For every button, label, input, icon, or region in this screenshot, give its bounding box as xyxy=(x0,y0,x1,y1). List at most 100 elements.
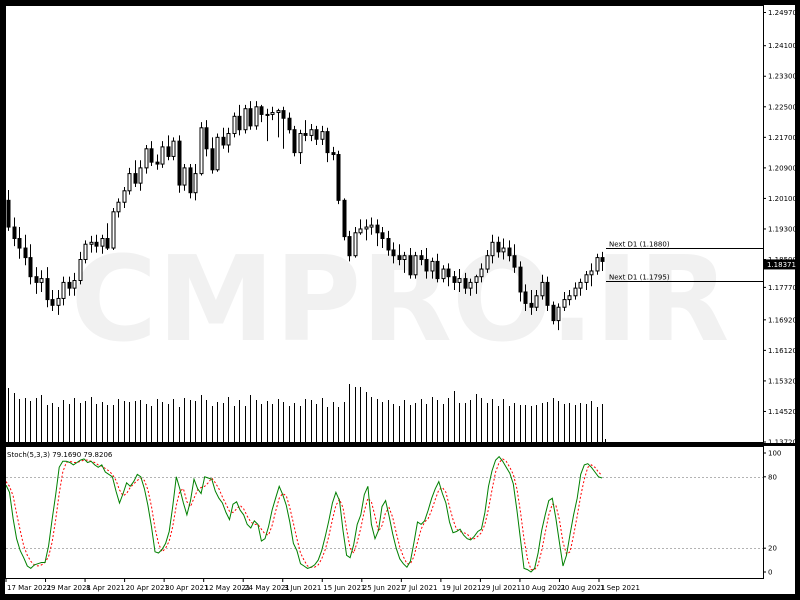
candle-bear xyxy=(529,302,534,308)
candle-bull xyxy=(265,113,270,116)
candle-bear xyxy=(221,136,226,146)
candle-bull xyxy=(402,255,407,261)
candle-bull xyxy=(485,255,490,270)
indicator-pane[interactable] xyxy=(5,446,795,579)
candle-bear xyxy=(380,232,385,240)
candle-bull xyxy=(595,257,600,272)
candle-bear xyxy=(45,278,50,301)
price-axis: 1.24970 1.24100 1.23300 1.22500 1.21700 1.209… xyxy=(763,9,797,447)
time-tick-label: 1 Sep 2021 xyxy=(600,584,640,592)
price-pane[interactable] xyxy=(5,5,795,443)
candle-bear xyxy=(600,257,605,262)
candle-bull xyxy=(540,281,545,297)
candle-bear xyxy=(314,129,319,140)
price-tick-label: 1.14520 xyxy=(768,408,797,416)
candle-bull xyxy=(144,148,149,169)
candle-bull xyxy=(127,173,132,192)
price-tick-label: 1.16120 xyxy=(768,347,797,355)
price-tick-label: 1.24100 xyxy=(768,42,797,50)
candle-bear xyxy=(105,238,110,249)
price-tick-label: 1.22500 xyxy=(768,103,797,111)
candle-bear xyxy=(397,255,402,261)
stoch-tick-label: 100 xyxy=(768,450,781,458)
candle-bull xyxy=(562,299,567,308)
candle-bear xyxy=(133,173,138,184)
stoch-tick-label: 80 xyxy=(768,473,777,481)
candle-bull xyxy=(100,238,105,247)
candle-bull xyxy=(584,274,589,283)
candle-bear xyxy=(435,260,440,280)
time-tick-label: 29 Jul 2021 xyxy=(481,584,521,592)
price-tick-label: 1.20100 xyxy=(768,195,797,203)
price-tick-label: 1.20900 xyxy=(768,164,797,172)
candle-bull xyxy=(556,306,561,322)
candle-bull xyxy=(254,106,259,127)
candle-bull xyxy=(226,133,231,146)
candle-bull xyxy=(61,281,66,299)
candle-bull xyxy=(589,270,594,276)
candle-bull xyxy=(479,268,484,278)
candle-bear xyxy=(292,129,297,154)
candle-bear xyxy=(6,199,11,228)
candle-bull xyxy=(270,112,275,115)
volume-histogram xyxy=(8,384,606,442)
candle-bear xyxy=(23,247,28,259)
candle-bear xyxy=(419,255,424,261)
candle-bull xyxy=(474,276,479,283)
candle-bear xyxy=(237,115,242,131)
time-tick-label: 8 Apr 2021 xyxy=(86,584,125,592)
candle-bear xyxy=(424,259,429,272)
level-label: Next D1 (1.1795) xyxy=(609,274,670,282)
time-tick-label: 7 Jul 2021 xyxy=(402,584,437,592)
time-tick-label: 19 Jul 2021 xyxy=(442,584,482,592)
candle-bear xyxy=(149,148,154,163)
plot-frame xyxy=(5,5,764,443)
candle-bear xyxy=(408,255,413,276)
candlestick-series xyxy=(6,101,605,331)
candle-bear xyxy=(287,117,292,131)
candle-bull xyxy=(199,127,204,175)
candle-bear xyxy=(325,131,330,154)
time-tick-label: 20 Apr 2021 xyxy=(126,584,169,592)
candle-bear xyxy=(446,268,451,278)
candle-bear xyxy=(507,247,512,257)
candle-bull xyxy=(182,167,187,186)
time-tick-label: 24 May 2021 xyxy=(244,584,290,592)
candle-bull xyxy=(138,167,143,184)
candle-bear xyxy=(28,257,33,278)
candle-bull xyxy=(215,136,220,171)
price-tick-label: 1.17770 xyxy=(768,284,797,292)
candle-bull xyxy=(276,110,281,114)
stoch-tick-label: 0 xyxy=(768,569,772,577)
candle-bull xyxy=(72,280,77,289)
candle-bear xyxy=(259,106,264,115)
candle-bear xyxy=(281,110,286,119)
candle-bull xyxy=(578,281,583,289)
stochastic-label: Stoch(5,3,3) 79.1690 79.8206 xyxy=(7,451,113,459)
stoch-tick-label: 20 xyxy=(768,545,777,553)
time-tick-label: 25 Jun 2021 xyxy=(363,584,405,592)
candle-bull xyxy=(490,241,495,257)
current-price-box xyxy=(764,259,795,270)
candle-bull xyxy=(364,226,369,230)
candle-bear xyxy=(67,281,72,289)
price-tick-label: 1.15320 xyxy=(768,377,797,385)
candle-bull xyxy=(39,278,44,283)
candle-bear xyxy=(375,224,380,234)
candle-bear xyxy=(386,238,391,251)
time-axis-strip xyxy=(5,579,795,594)
candle-bull xyxy=(441,268,446,280)
candle-bear xyxy=(188,167,193,194)
stochastic-oscillator xyxy=(5,455,763,573)
candle-bull xyxy=(413,255,418,276)
time-tick-label: 3 Jun 2021 xyxy=(284,584,322,592)
candle-bull xyxy=(243,108,248,131)
candle-bull xyxy=(116,201,121,213)
candle-bear xyxy=(248,108,253,127)
candle-bear xyxy=(452,276,457,283)
candle-bear xyxy=(12,226,17,240)
candle-bear xyxy=(391,249,396,257)
candle-bull xyxy=(78,259,83,282)
